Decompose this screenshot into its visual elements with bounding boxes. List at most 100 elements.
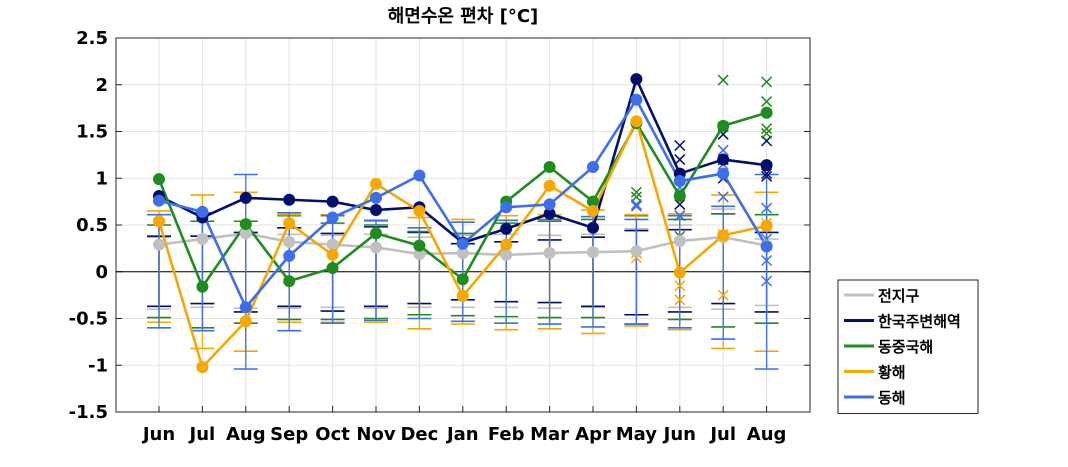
x-tick-label: Mar xyxy=(530,424,569,445)
member-x-stroke xyxy=(674,154,686,166)
data-point xyxy=(326,195,339,208)
data-point xyxy=(283,193,296,206)
member-x-stroke xyxy=(761,168,773,180)
data-point xyxy=(717,119,730,132)
data-point xyxy=(543,161,556,174)
x-tick-label: Dec xyxy=(400,424,438,445)
x-tick-label: Nov xyxy=(356,424,395,445)
member-x-marker xyxy=(761,202,773,214)
data-point xyxy=(153,173,165,186)
data-point xyxy=(326,262,339,275)
data-point xyxy=(673,175,686,188)
data-point xyxy=(673,190,686,203)
member-x-stroke xyxy=(717,144,729,156)
data-point xyxy=(283,217,296,230)
member-x-marker xyxy=(630,186,642,198)
member-x-marker xyxy=(761,275,773,287)
y-tick-label: 0.5 xyxy=(76,215,108,236)
data-point xyxy=(456,273,469,286)
data-point xyxy=(456,290,469,303)
data-point xyxy=(370,227,382,240)
data-point xyxy=(283,235,296,248)
member-x-marker xyxy=(674,198,686,210)
data-point xyxy=(413,239,426,252)
data-point xyxy=(196,280,209,293)
data-point xyxy=(196,361,209,374)
y-tick-label: 1.5 xyxy=(76,122,108,143)
member-x-stroke xyxy=(761,275,773,287)
member-x-marker xyxy=(761,123,773,135)
legend-label: 한국주변해역 xyxy=(878,313,961,331)
member-x-stroke xyxy=(674,280,686,292)
x-tick-label: Feb xyxy=(488,424,525,445)
data-point xyxy=(587,221,599,234)
member-x-marker xyxy=(717,144,729,156)
x-tick-label: Aug xyxy=(226,424,266,445)
member-x-marker xyxy=(761,76,773,88)
data-point xyxy=(283,275,296,288)
member-x-stroke xyxy=(674,198,686,210)
data-point xyxy=(370,177,382,190)
data-point xyxy=(456,237,469,250)
member-x-stroke xyxy=(630,200,642,212)
plot-box xyxy=(115,37,811,413)
data-point xyxy=(717,229,730,242)
data-point xyxy=(413,204,426,217)
member-x-stroke xyxy=(630,186,642,198)
data-point xyxy=(239,218,252,231)
data-point xyxy=(760,219,773,232)
member-x-marker xyxy=(761,170,773,182)
member-x-stroke xyxy=(761,254,773,267)
y-tick-label: 2 xyxy=(95,75,108,96)
y-tick-label: 1 xyxy=(95,168,108,189)
x-tick-label: Oct xyxy=(315,424,350,445)
data-point xyxy=(239,315,252,328)
data-point xyxy=(326,248,339,261)
data-point xyxy=(370,204,382,217)
data-point xyxy=(239,191,252,204)
data-point xyxy=(760,106,773,119)
data-point xyxy=(760,240,773,253)
data-point xyxy=(630,93,643,106)
member-x-marker xyxy=(674,154,686,166)
chart-title: 해면수온 편차 [°C] xyxy=(388,6,539,27)
data-point xyxy=(153,215,165,228)
x-tick-label: May xyxy=(616,424,658,445)
data-point xyxy=(283,249,296,262)
member-x-stroke xyxy=(717,74,729,86)
member-x-marker xyxy=(674,210,686,222)
member-x-marker xyxy=(630,200,642,212)
data-point xyxy=(196,205,209,218)
data-point xyxy=(326,238,339,251)
member-x-stroke xyxy=(761,202,773,214)
member-x-marker xyxy=(761,168,773,180)
data-point xyxy=(543,198,556,211)
data-point xyxy=(630,73,643,86)
member-x-marker xyxy=(761,96,773,108)
member-x-stroke xyxy=(761,127,773,139)
member-x-marker xyxy=(761,254,773,267)
member-x-marker xyxy=(717,191,729,203)
data-point xyxy=(370,191,382,204)
data-point xyxy=(153,238,165,251)
x-tick-label: Jun xyxy=(662,424,696,445)
member-x-stroke xyxy=(717,289,729,301)
legend-label: 황해 xyxy=(878,364,906,382)
member-x-stroke xyxy=(674,294,686,306)
member-x-stroke xyxy=(761,123,773,135)
member-x-stroke xyxy=(761,76,773,88)
data-point xyxy=(500,201,513,214)
data-point xyxy=(630,115,643,128)
data-point xyxy=(500,248,513,261)
data-point xyxy=(543,247,556,260)
member-x-marker xyxy=(674,139,686,152)
member-x-stroke xyxy=(674,210,686,222)
data-point xyxy=(630,245,643,258)
data-point xyxy=(717,153,730,166)
x-tick-label: Jul xyxy=(708,424,736,445)
y-tick-label: -1 xyxy=(88,355,108,376)
data-point xyxy=(587,246,599,259)
data-point xyxy=(500,222,513,235)
